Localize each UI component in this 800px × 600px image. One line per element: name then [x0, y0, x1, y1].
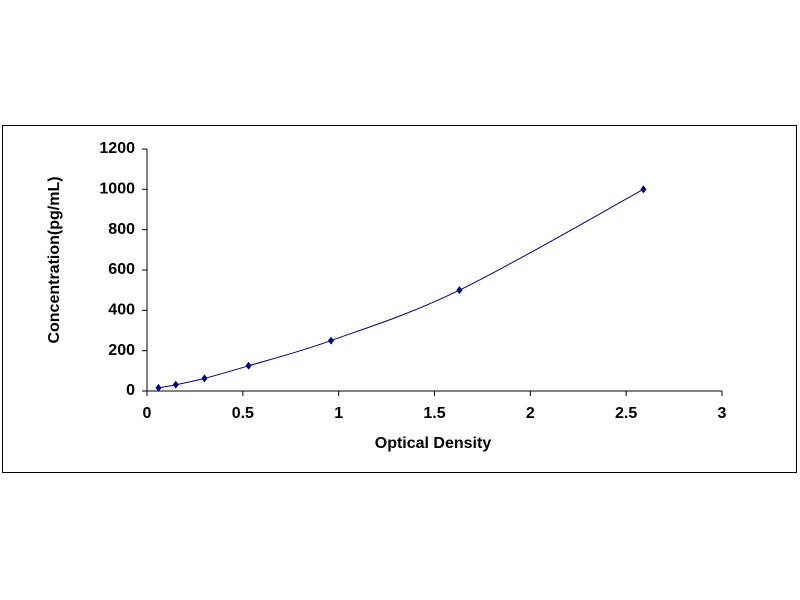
data-point	[201, 374, 208, 383]
x-tick-label: 1.5	[423, 405, 445, 422]
x-tick-label: 0	[143, 405, 152, 422]
y-tick-label: 1000	[99, 181, 135, 198]
data-point	[328, 336, 334, 345]
y-tick-label: 800	[108, 221, 135, 238]
data-point	[172, 380, 179, 389]
data-point	[155, 383, 162, 392]
trend-line	[158, 188, 644, 389]
x-tick-label: 1	[334, 405, 343, 422]
x-tick-label: 3	[718, 405, 727, 422]
chart-frame	[2, 125, 797, 473]
y-tick-label: 600	[108, 261, 135, 278]
x-axis-label: Optical Density	[375, 435, 492, 452]
data-point	[456, 286, 463, 295]
x-tick-label: 0.5	[232, 405, 254, 422]
y-tick-label: 200	[108, 342, 135, 359]
y-tick-label: 400	[108, 302, 135, 319]
data-point	[245, 361, 252, 370]
x-tick-label: 2.5	[615, 405, 637, 422]
y-tick-label: 0	[126, 382, 135, 399]
y-axis-label: Concentration(pg/mL)	[46, 176, 63, 343]
y-tick-label: 1200	[99, 140, 135, 157]
data-point	[640, 185, 647, 194]
x-tick-label: 2	[526, 405, 535, 422]
